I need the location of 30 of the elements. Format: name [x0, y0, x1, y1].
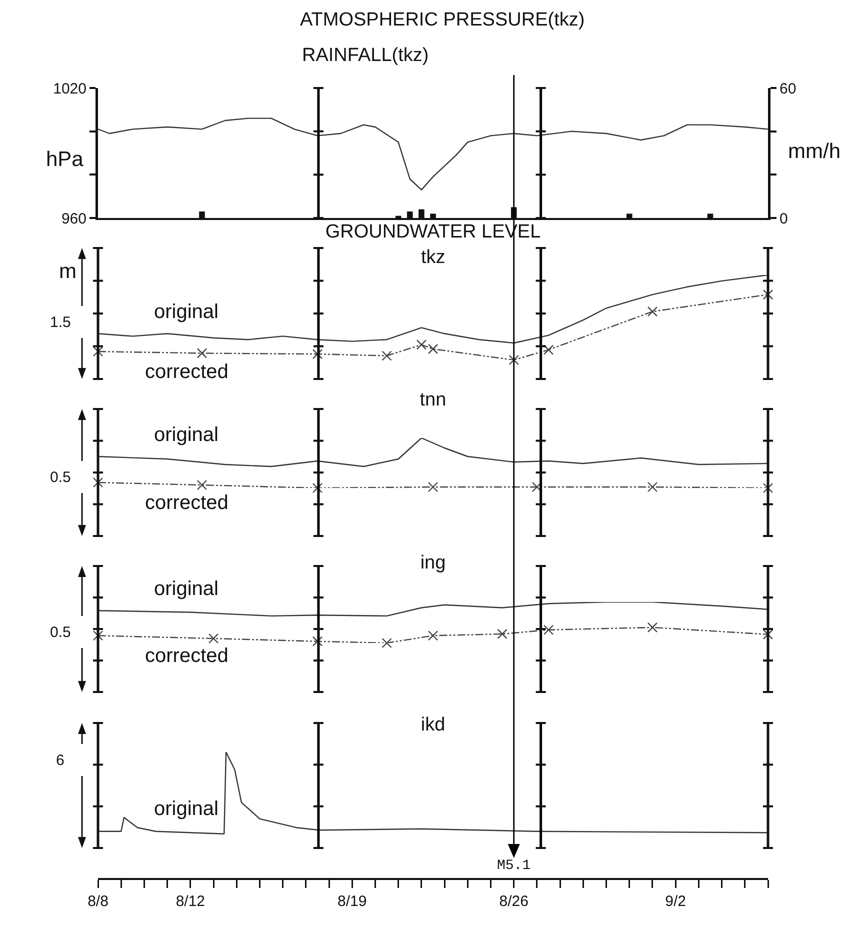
x-tick-label: 8/12 — [176, 893, 206, 910]
y-tick-label: 960 — [61, 210, 86, 228]
chart-title: ikd — [420, 714, 446, 736]
chart-title: ing — [420, 552, 446, 574]
x-tick-label: 9/2 — [665, 893, 686, 910]
y-axis-title: m — [59, 260, 76, 283]
ref-line-label: M5.1 — [497, 858, 531, 874]
series-label: original — [154, 578, 218, 600]
y-axis-title: hPa — [46, 148, 84, 171]
y2-axis-title: mm/h — [788, 140, 840, 163]
chart-title: ATMOSPHERIC PRESSURE(tkz) — [300, 9, 585, 30]
chart-title: tnn — [420, 389, 446, 410]
text: 1.5 — [50, 314, 71, 331]
series-label: corrected — [145, 361, 228, 383]
y-tick-label: 1020 — [53, 80, 86, 98]
series-label: corrected — [145, 492, 228, 514]
series-label: original — [154, 301, 218, 323]
y2-tick-label: 0 — [780, 210, 788, 228]
x-tick-label: 8/8 — [88, 893, 108, 910]
text: 0.5 — [50, 469, 71, 486]
series-label: corrected — [145, 645, 228, 667]
series-label: original — [154, 798, 218, 820]
text: 0.5 — [50, 624, 71, 641]
series-label: original — [154, 424, 218, 446]
y2-tick-label: 60 — [780, 80, 796, 98]
chart-subtitle: RAINFALL(tkz) — [302, 45, 429, 66]
text: 6 — [56, 752, 64, 769]
x-tick-label: 8/19 — [338, 893, 367, 910]
chart-subtitle: tkz — [421, 247, 446, 268]
x-tick-label: 8/26 — [499, 893, 528, 910]
